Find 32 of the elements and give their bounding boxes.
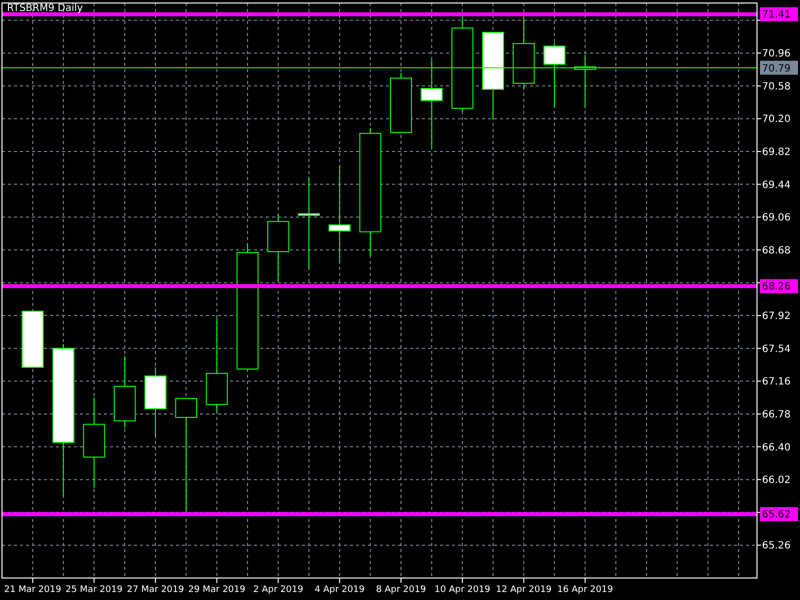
y-tick-label: 66.02 [762,475,791,486]
x-tick-label: 25 Mar 2019 [66,585,123,595]
y-tick-label: 69.06 [762,212,791,224]
ref-line-label: 71.41 [762,10,791,21]
x-tick-label: 29 Mar 2019 [188,585,246,595]
y-tick-label: 67.16 [762,376,791,388]
y-tick-label: 69.44 [762,180,791,191]
x-tick-label: 4 Apr 2019 [314,585,365,595]
y-tick-label: 70.96 [762,48,791,60]
ref-line-label: 65.62 [762,510,791,521]
x-tick-label: 16 Apr 2019 [557,585,614,595]
y-tick-label: 68.68 [762,245,791,256]
ref-line-label: 70.79 [762,63,791,74]
x-tick-label: 2 Apr 2019 [253,585,304,595]
y-tick-label: 66.40 [762,442,791,454]
x-tick-label: 21 Mar 2019 [4,585,62,595]
y-tick-label: 67.54 [762,344,791,355]
y-tick-label: 67.92 [762,311,791,322]
candlestick [328,164,351,264]
x-tick-label: 10 Apr 2019 [434,585,490,595]
y-tick-label: 70.58 [762,81,791,92]
ref-line-label: 68.26 [762,282,791,293]
chart-title: RTSBRM9 Daily [7,3,84,14]
x-tick-label: 12 Apr 2019 [496,585,552,595]
candlestick [175,398,198,513]
candlestick [298,176,320,270]
y-tick-label: 66.78 [762,409,791,420]
y-tick-label: 70.20 [762,114,791,126]
y-tick-label: 65.26 [762,540,791,552]
y-tick-label: 69.82 [762,147,791,158]
x-tick-label: 8 Apr 2019 [376,585,426,595]
x-tick-label: 27 Mar 2019 [126,585,184,595]
